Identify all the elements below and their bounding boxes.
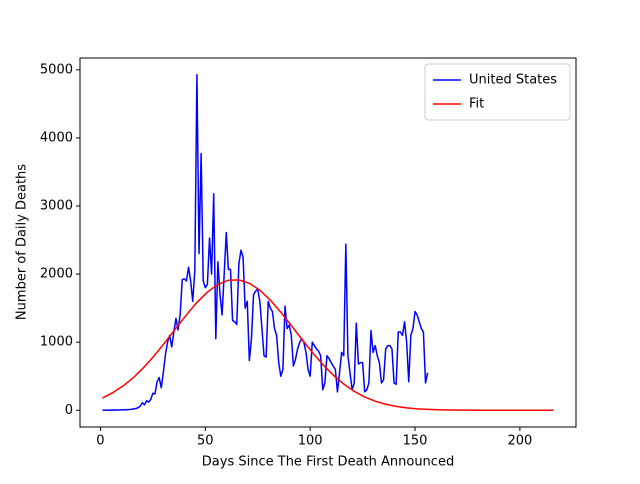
x-tick-label: 50 (197, 434, 214, 449)
legend-box (424, 63, 571, 121)
legend-label: Fit (469, 97, 484, 112)
data-line (102, 279, 554, 411)
data-line (102, 74, 429, 411)
y-axis-label: Number of Daily Deaths (15, 164, 30, 320)
y-tick-label: 4000 (40, 130, 73, 145)
y-tick-label: 1000 (40, 335, 73, 350)
y-tick-label: 0 (65, 403, 73, 418)
x-axis-label: Days Since The First Death Announced (202, 455, 454, 470)
x-tick-label: 150 (403, 434, 428, 449)
y-tick-label: 3000 (40, 199, 73, 214)
x-tick-label: 100 (298, 434, 323, 449)
x-tick-label: 0 (96, 434, 104, 449)
y-tick-label: 2000 (40, 267, 73, 282)
y-tick-label: 5000 (40, 62, 73, 77)
x-tick-label: 200 (507, 434, 532, 449)
plot-frame (79, 57, 577, 428)
legend-label: United States (469, 73, 557, 88)
